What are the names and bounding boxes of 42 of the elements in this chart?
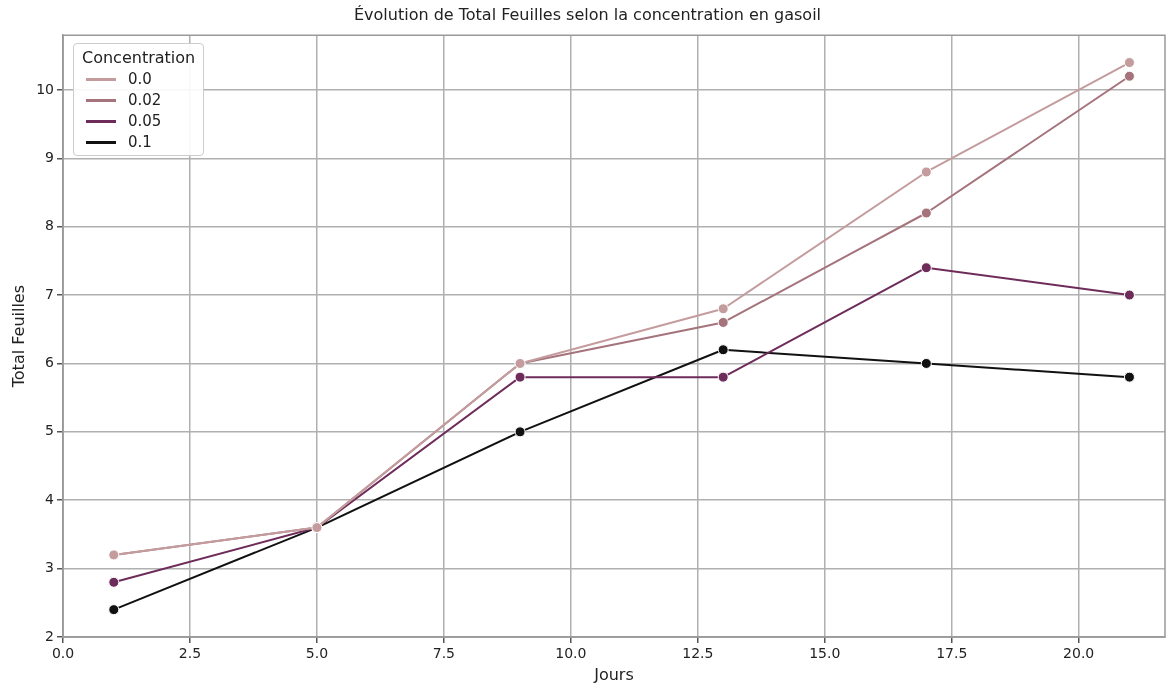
y-tick-label: 5 [45,422,55,439]
x-tick-label: 15.0 [809,645,841,662]
y-tick-label: 8 [45,217,55,234]
point [1123,289,1135,301]
point [1123,70,1135,82]
point [1123,371,1135,383]
x-tick-label: 2.5 [178,645,202,662]
chart-title: Évolution de Total Feuilles selon la concentration en gasoil [353,4,822,24]
point [108,576,120,588]
y-tick-label: 9 [45,148,55,165]
point [717,371,729,383]
x-tick-label: 12.5 [682,645,714,662]
point [717,303,729,315]
point [717,344,729,356]
y-axis-title: Total Feuilles [8,284,28,389]
x-tick-label: 7.5 [432,645,456,662]
y-tick-label: 6 [45,354,55,371]
y-tick-label: 2 [45,627,55,644]
point [920,166,932,178]
point [717,316,729,328]
legend-label: 0.02 [128,91,162,110]
y-tick-label: 10 [36,80,55,97]
point [920,262,932,274]
x-tick-label: 10.0 [555,645,587,662]
x-tick-label: 0.0 [51,645,75,662]
legend-label: 0.1 [128,133,152,152]
legend-label: 0.05 [128,112,162,131]
point [920,207,932,219]
x-axis-title: Jours [593,664,634,684]
x-tick-label: 5.0 [305,645,329,662]
y-tick-label: 3 [45,559,55,576]
x-tick-label: 20.0 [1063,645,1095,662]
x-tick-label: 17.5 [936,645,968,662]
legend-label: 0.0 [128,70,152,89]
point [1123,57,1135,69]
point [108,604,120,616]
y-tick-label: 7 [45,285,55,302]
point [920,357,932,369]
y-tick-label: 4 [45,490,55,507]
point [514,426,526,438]
legend-title: Concentration [82,48,196,68]
point [514,371,526,383]
